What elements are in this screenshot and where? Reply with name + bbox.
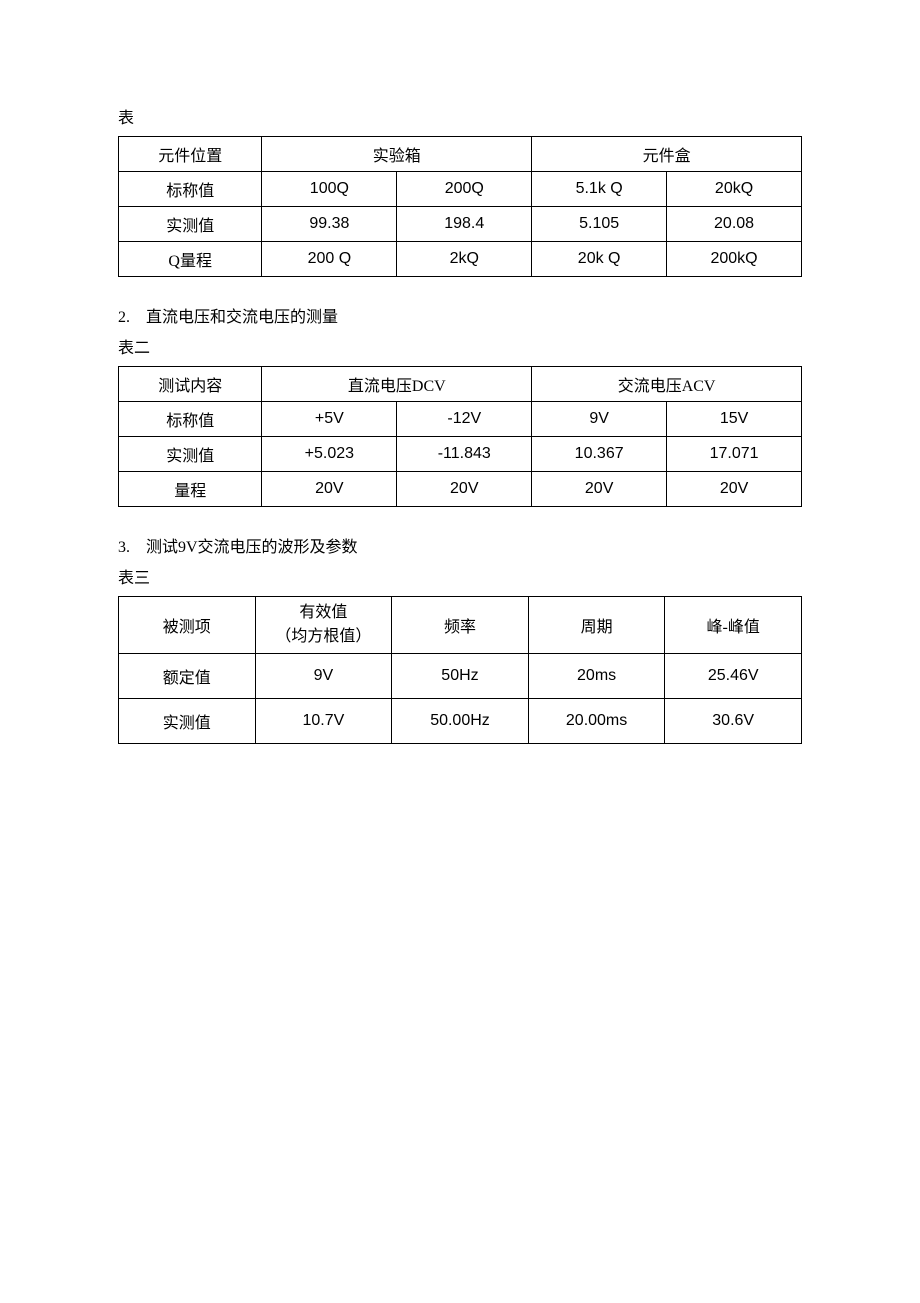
cell: 200kQ xyxy=(667,241,802,276)
table-row: 额定值 9V 50Hz 20ms 25.46V xyxy=(119,653,802,698)
table3-header-col5: 峰-峰值 xyxy=(665,596,802,653)
cell: 5.1k Q xyxy=(532,171,667,206)
cell: -12V xyxy=(397,401,532,436)
table1-header-label: 元件位置 xyxy=(119,136,262,171)
table3-header-col2-line2: （均方根值） xyxy=(256,625,392,649)
table1-caption: 表 xyxy=(118,106,802,132)
table-row: 元件位置 实验箱 元件盒 xyxy=(119,136,802,171)
page: 表 元件位置 实验箱 元件盒 标称值 100Q 200Q 5.1k Q 20kQ… xyxy=(0,0,920,744)
table2-header-label: 测试内容 xyxy=(119,366,262,401)
table3-header-col3: 频率 xyxy=(392,596,529,653)
cell: 20V xyxy=(397,471,532,506)
table1: 元件位置 实验箱 元件盒 标称值 100Q 200Q 5.1k Q 20kQ 实… xyxy=(118,136,802,277)
table3-header-col2-line1: 有效值 xyxy=(256,601,392,625)
table-row: 标称值 +5V -12V 9V 15V xyxy=(119,401,802,436)
cell: 25.46V xyxy=(665,653,802,698)
cell: 20V xyxy=(667,471,802,506)
cell: -11.843 xyxy=(397,436,532,471)
table-row: 测试内容 直流电压DCV 交流电压ACV xyxy=(119,366,802,401)
table3-header-col2: 有效值 （均方根值） xyxy=(255,596,392,653)
table3-header-col4: 周期 xyxy=(528,596,665,653)
cell: 2kQ xyxy=(397,241,532,276)
table-row: 量程 20V 20V 20V 20V xyxy=(119,471,802,506)
cell: 50.00Hz xyxy=(392,698,529,743)
table2-caption: 表二 xyxy=(118,336,802,362)
row-label: 量程 xyxy=(119,471,262,506)
cell: 200Q xyxy=(397,171,532,206)
table-row: Q量程 200 Q 2kQ 20k Q 200kQ xyxy=(119,241,802,276)
cell: 200 Q xyxy=(262,241,397,276)
section2-title: 2. 直流电压和交流电压的测量 xyxy=(118,305,802,331)
cell: 5.105 xyxy=(532,206,667,241)
table1-header-group1: 实验箱 xyxy=(262,136,532,171)
table2-header-group2: 交流电压ACV xyxy=(532,366,802,401)
cell: 99.38 xyxy=(262,206,397,241)
row-label: 额定值 xyxy=(119,653,256,698)
table-row: 标称值 100Q 200Q 5.1k Q 20kQ xyxy=(119,171,802,206)
table3-header-label: 被测项 xyxy=(119,596,256,653)
row-label: 标称值 xyxy=(119,401,262,436)
cell: 30.6V xyxy=(665,698,802,743)
row-label: 实测值 xyxy=(119,698,256,743)
cell: 20V xyxy=(532,471,667,506)
cell: 50Hz xyxy=(392,653,529,698)
table2: 测试内容 直流电压DCV 交流电压ACV 标称值 +5V -12V 9V 15V… xyxy=(118,366,802,507)
table-row: 被测项 有效值 （均方根值） 频率 周期 峰-峰值 xyxy=(119,596,802,653)
cell: 10.367 xyxy=(532,436,667,471)
row-label: Q量程 xyxy=(119,241,262,276)
cell: 20k Q xyxy=(532,241,667,276)
cell: +5.023 xyxy=(262,436,397,471)
cell: 20.00ms xyxy=(528,698,665,743)
table1-header-group2: 元件盒 xyxy=(532,136,802,171)
cell: 20V xyxy=(262,471,397,506)
cell: 9V xyxy=(255,653,392,698)
row-label: 实测值 xyxy=(119,206,262,241)
cell: 10.7V xyxy=(255,698,392,743)
table2-header-group1: 直流电压DCV xyxy=(262,366,532,401)
row-label: 实测值 xyxy=(119,436,262,471)
cell: 9V xyxy=(532,401,667,436)
table-row: 实测值 99.38 198.4 5.105 20.08 xyxy=(119,206,802,241)
table-row: 实测值 10.7V 50.00Hz 20.00ms 30.6V xyxy=(119,698,802,743)
table3-caption: 表三 xyxy=(118,566,802,592)
cell: 20.08 xyxy=(667,206,802,241)
cell: 100Q xyxy=(262,171,397,206)
cell: 15V xyxy=(667,401,802,436)
cell: 198.4 xyxy=(397,206,532,241)
cell: +5V xyxy=(262,401,397,436)
table3: 被测项 有效值 （均方根值） 频率 周期 峰-峰值 额定值 9V 50Hz 20… xyxy=(118,596,802,744)
section3-title: 3. 测试9V交流电压的波形及参数 xyxy=(118,535,802,561)
row-label: 标称值 xyxy=(119,171,262,206)
table-row: 实测值 +5.023 -11.843 10.367 17.071 xyxy=(119,436,802,471)
cell: 20kQ xyxy=(667,171,802,206)
cell: 20ms xyxy=(528,653,665,698)
cell: 17.071 xyxy=(667,436,802,471)
